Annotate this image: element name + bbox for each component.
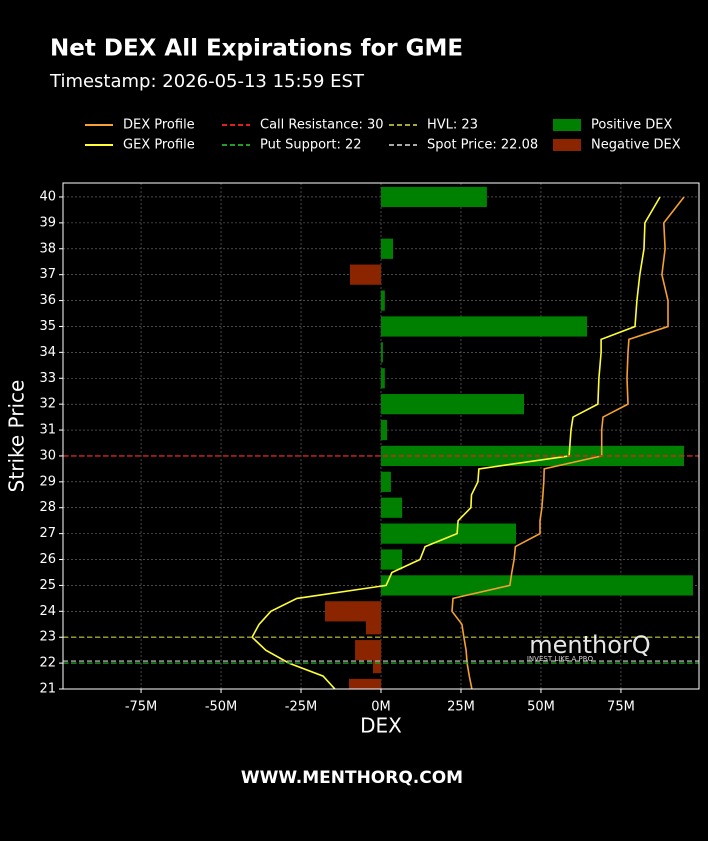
bar bbox=[381, 523, 517, 544]
bar bbox=[381, 471, 391, 492]
bar bbox=[381, 316, 588, 337]
bar bbox=[381, 186, 487, 208]
y-tick-label: 40 bbox=[39, 189, 56, 204]
legend-label: Put Support: 22 bbox=[260, 138, 362, 153]
y-tick-label: 35 bbox=[39, 319, 56, 334]
bar bbox=[381, 445, 684, 467]
legend-label: GEX Profile bbox=[123, 138, 195, 153]
bar bbox=[349, 678, 381, 689]
watermark-tagline: INVEST LIKE A PRO bbox=[527, 655, 594, 663]
y-tick-label: 39 bbox=[39, 215, 56, 230]
legend-label: Negative DEX bbox=[591, 138, 681, 153]
legend-label: HVL: 23 bbox=[427, 118, 478, 133]
bar bbox=[381, 394, 525, 415]
y-tick-label: 29 bbox=[39, 474, 56, 489]
x-tick-label: 75M bbox=[607, 700, 635, 715]
y-tick-label: 23 bbox=[39, 630, 56, 645]
legend-swatch bbox=[553, 119, 581, 131]
y-tick-label: 34 bbox=[39, 345, 56, 360]
y-tick-label: 31 bbox=[39, 423, 56, 438]
plot-area bbox=[63, 186, 699, 689]
plot-frame bbox=[62, 182, 700, 690]
bar bbox=[381, 497, 403, 518]
bar bbox=[381, 368, 385, 389]
x-tick-label: -25M bbox=[285, 700, 317, 715]
y-tick-label: 28 bbox=[39, 500, 56, 515]
bar bbox=[349, 264, 381, 285]
legend-swatch bbox=[553, 139, 581, 151]
bar bbox=[355, 640, 381, 661]
y-tick-label: 25 bbox=[39, 578, 56, 593]
chart-subtitle: Timestamp: 2026-05-13 15:59 EST bbox=[49, 71, 365, 92]
y-tick-label: 32 bbox=[39, 397, 56, 412]
y-tick-label: 24 bbox=[39, 604, 56, 619]
footer: WWW.MENTHORQ.COM bbox=[241, 768, 463, 788]
bar bbox=[381, 419, 388, 441]
profile-line bbox=[451, 196, 685, 689]
profile-line bbox=[251, 196, 661, 689]
y-tick-label: 26 bbox=[39, 552, 56, 567]
y-tick-label: 37 bbox=[39, 267, 56, 282]
bar bbox=[381, 342, 383, 363]
y-tick-label: 33 bbox=[39, 371, 56, 386]
y-tick-label: 27 bbox=[39, 526, 56, 541]
y-tick-label: 30 bbox=[39, 448, 56, 463]
x-axis-label: DEX bbox=[360, 714, 402, 738]
legend-label: Call Resistance: 30 bbox=[260, 118, 384, 133]
x-tick-label: 0M bbox=[371, 700, 391, 715]
chart-title: Net DEX All Expirations for GME bbox=[50, 36, 463, 62]
y-tick-label: 36 bbox=[39, 293, 56, 308]
bar bbox=[381, 238, 393, 259]
bar bbox=[381, 549, 403, 570]
bar bbox=[325, 601, 381, 622]
x-tick-label: -75M bbox=[125, 700, 157, 715]
bar bbox=[381, 290, 385, 311]
bar bbox=[381, 575, 693, 596]
x-tick-label: -50M bbox=[205, 700, 237, 715]
watermark: menthorQ bbox=[529, 631, 650, 659]
legend-label: Positive DEX bbox=[591, 118, 672, 133]
legend-label: Spot Price: 22.08 bbox=[427, 138, 538, 153]
x-tick-label: 50M bbox=[527, 700, 555, 715]
x-tick-label: 25M bbox=[447, 700, 475, 715]
y-tick-label: 38 bbox=[39, 241, 56, 256]
y-axis-label: Strike Price bbox=[5, 380, 29, 493]
y-tick-label: 22 bbox=[39, 656, 56, 671]
y-tick-label: 21 bbox=[39, 682, 56, 697]
legend-label: DEX Profile bbox=[123, 118, 195, 133]
